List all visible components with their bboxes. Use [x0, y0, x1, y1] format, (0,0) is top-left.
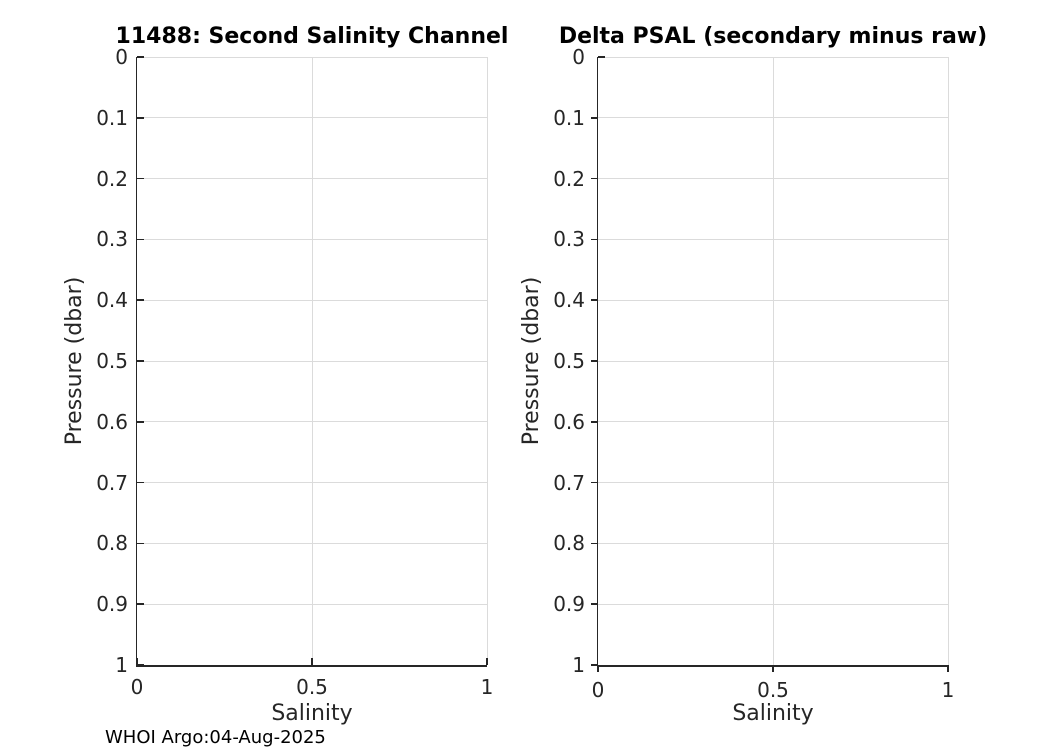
y-tick-label: 0.3	[96, 227, 128, 252]
v-gridline	[486, 57, 488, 665]
y-tick-label: 0.2	[96, 166, 128, 191]
y-tick-mark	[591, 664, 598, 666]
v-gridline	[311, 57, 313, 665]
x-tick-label: 0	[591, 678, 605, 702]
y-tick-mark	[137, 177, 144, 180]
y-tick-mark	[591, 421, 598, 423]
footer-annotation: WHOI Argo:04-Aug-2025	[105, 727, 326, 748]
y-tick-label: 0.3	[553, 227, 585, 252]
subplot-left-title: 11488: Second Salinity Channel	[115, 24, 509, 49]
y-tick-mark	[137, 421, 144, 423]
y-tick-mark	[137, 360, 144, 362]
y-tick-mark	[137, 238, 144, 241]
y-tick-label: 0.4	[96, 288, 128, 313]
subplot-right-y-axis-line	[596, 57, 598, 667]
y-tick-mark	[137, 299, 144, 301]
x-tick-mark	[136, 658, 138, 665]
subplot-left-x-axis-line	[135, 665, 487, 667]
y-tick-label: 0.4	[553, 288, 585, 313]
y-tick-label: 0.9	[553, 592, 585, 617]
x-tick-label: 1	[480, 675, 494, 699]
y-tick-label: 1	[115, 653, 128, 677]
subplot-left-y-axis-line	[135, 57, 137, 667]
v-gridline	[947, 57, 949, 665]
v-gridline	[772, 57, 774, 665]
y-tick-label: 0.9	[96, 592, 128, 617]
y-tick-label: 0.2	[553, 166, 585, 191]
y-tick-label: 0.8	[96, 531, 128, 556]
y-tick-mark	[137, 664, 144, 666]
y-tick-mark	[591, 238, 598, 241]
x-tick-mark	[486, 658, 488, 665]
y-tick-mark	[591, 542, 598, 545]
y-tick-mark	[591, 117, 598, 119]
y-tick-label: 0	[572, 45, 585, 69]
subplot-left-plot-area: 11488: Second Salinity Channel Pressure …	[62, 26, 508, 725]
y-tick-label: 0.6	[553, 409, 585, 434]
y-tick-mark	[591, 481, 598, 484]
y-tick-mark	[598, 56, 605, 58]
x-tick-label: 0	[130, 675, 144, 699]
subplot-right-plot-area: Delta PSAL (secondary minus raw) Pressur…	[519, 26, 987, 725]
y-tick-mark	[591, 177, 598, 180]
x-tick-mark	[947, 665, 949, 672]
y-tick-label: 0.8	[553, 531, 585, 556]
x-tick-label: 0.5	[296, 675, 328, 699]
subplot-left-y-axis-label: Pressure (dbar)	[62, 276, 87, 446]
x-tick-label: 1	[941, 678, 955, 702]
subplot-right-y-axis-label: Pressure (dbar)	[519, 276, 544, 446]
subplot-left-x-axis-label: Salinity	[271, 701, 353, 726]
x-tick-mark	[772, 665, 774, 672]
x-tick-mark	[311, 658, 313, 665]
y-tick-label: 0.6	[96, 409, 128, 434]
y-tick-mark	[137, 603, 144, 605]
y-tick-label: 1	[572, 653, 585, 677]
x-tick-mark	[597, 665, 599, 672]
y-tick-mark	[591, 603, 598, 605]
y-tick-mark	[591, 360, 598, 362]
y-tick-mark	[137, 542, 144, 545]
y-tick-label: 0.5	[553, 349, 585, 373]
y-tick-label: 0	[115, 45, 128, 69]
y-tick-mark	[137, 56, 144, 58]
subplot-right-title: Delta PSAL (secondary minus raw)	[558, 24, 988, 49]
x-tick-label: 0.5	[757, 678, 789, 702]
y-tick-label: 0.1	[96, 105, 128, 130]
y-tick-mark	[591, 299, 598, 301]
y-tick-label: 0.5	[96, 349, 128, 373]
subplot-right-x-axis-label: Salinity	[732, 701, 814, 726]
y-tick-label: 0.1	[553, 105, 585, 130]
y-tick-mark	[137, 481, 144, 484]
y-tick-mark	[137, 117, 144, 119]
y-tick-label: 0.7	[96, 470, 128, 495]
y-tick-label: 0.7	[553, 470, 585, 495]
